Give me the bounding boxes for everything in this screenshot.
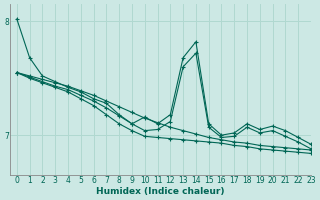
X-axis label: Humidex (Indice chaleur): Humidex (Indice chaleur)	[96, 187, 225, 196]
